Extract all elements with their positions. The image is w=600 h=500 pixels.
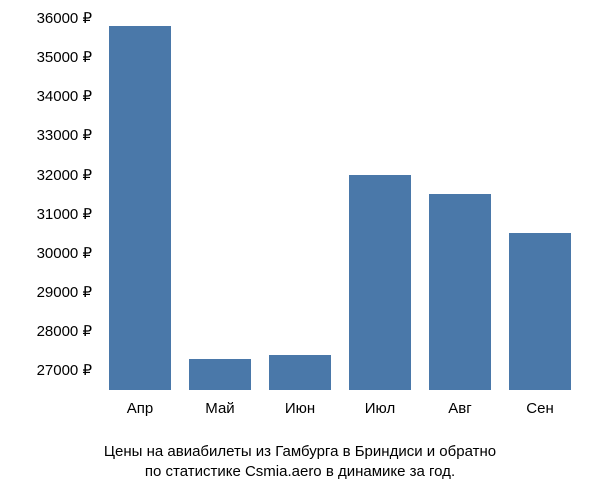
bar: [509, 233, 571, 390]
caption-line-1: Цены на авиабилеты из Гамбурга в Бриндис…: [104, 443, 496, 460]
plot-area: 27000 ₽28000 ₽29000 ₽30000 ₽31000 ₽32000…: [100, 10, 580, 390]
bar: [349, 175, 411, 390]
bar: [189, 359, 251, 390]
x-tick-label: Авг: [448, 390, 471, 417]
price-chart: 27000 ₽ 28000 ₽ 29000 ₽ 30000 ₽ 31000 ₽ 32000…: [0, 0, 600, 500]
bar: [269, 355, 331, 390]
y-tick-label: 32000 ₽: [37, 166, 100, 184]
y-tick-label: 33000 ₽: [37, 126, 100, 144]
x-tick-label: Сен: [526, 390, 553, 417]
y-tick-label: 34000 ₽: [37, 87, 100, 105]
y-tick-label: 30000 ₽: [37, 244, 100, 262]
y-tick-label: 27000 ₽: [37, 361, 100, 379]
bar: [429, 194, 491, 390]
x-tick-label: Июн: [285, 390, 315, 417]
x-tick-label: Июл: [365, 390, 395, 417]
x-tick-label: Апр: [127, 390, 153, 417]
chart-caption: Цены на авиабилеты из Гамбурга в Бриндис…: [0, 442, 600, 483]
y-tick-label: 29000 ₽: [37, 283, 100, 301]
y-tick-label: 31000 ₽: [37, 205, 100, 223]
caption-line-2: по статистике Csmia.aero в динамике за г…: [145, 463, 455, 480]
bar: [109, 26, 171, 390]
y-tick-label: 35000 ₽: [37, 48, 100, 66]
x-tick-label: Май: [205, 390, 234, 417]
y-tick-label: 28000 ₽: [37, 322, 100, 340]
y-tick-label: 36000 ₽: [37, 9, 100, 27]
